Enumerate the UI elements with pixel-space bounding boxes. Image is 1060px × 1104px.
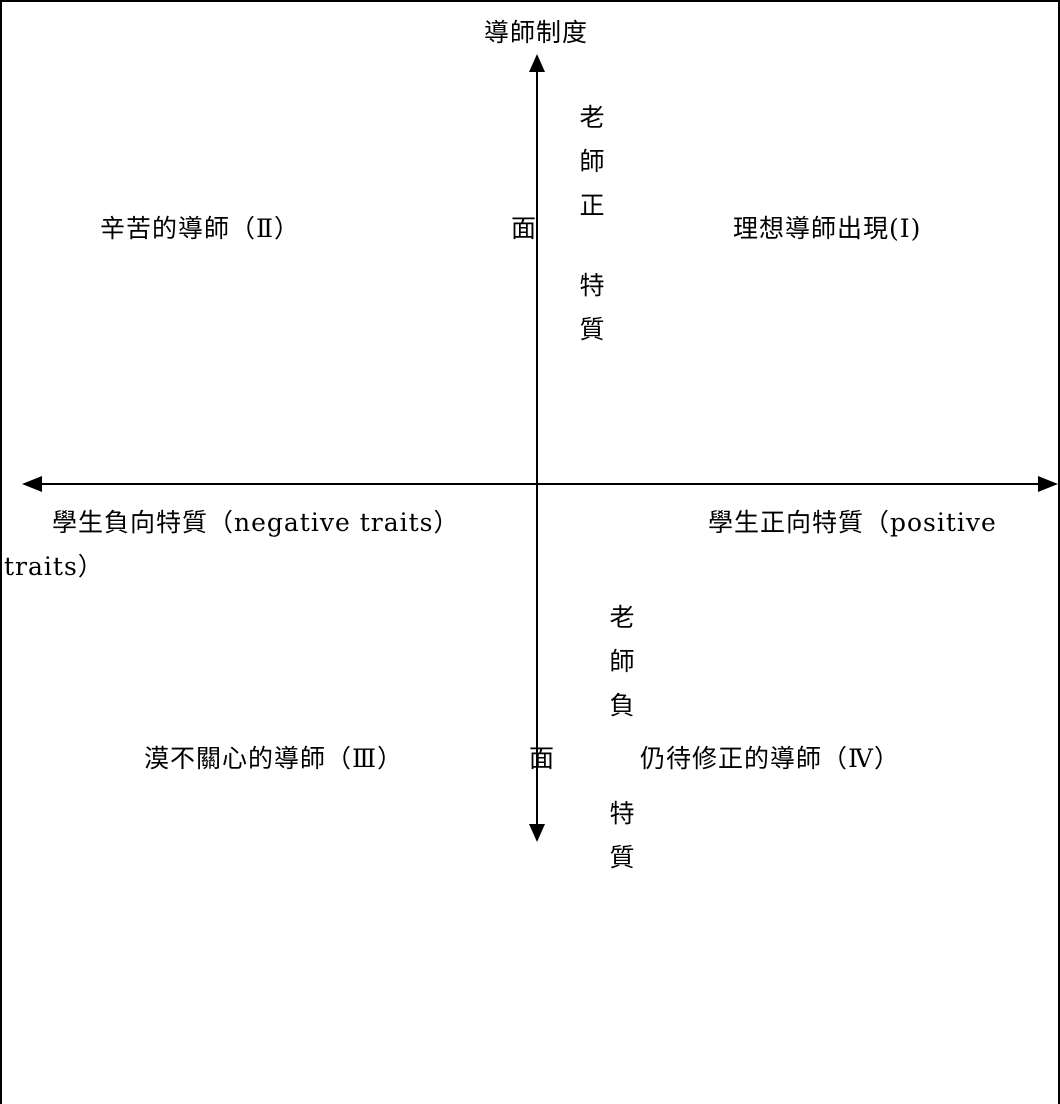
- upper-vertical-char-3: 正: [579, 191, 605, 220]
- upper-vertical-tail-char-2: 質: [579, 315, 605, 344]
- upper-vertical-tail: 特 質: [577, 264, 607, 352]
- vertical-axis-top-arrow: [529, 54, 545, 72]
- quadrant-1-label: 理想導師出現(Ⅰ): [733, 214, 922, 243]
- x-axis-right-label-line2: traits）: [4, 552, 104, 581]
- lower-vertical-mid-char: 面: [529, 744, 556, 773]
- vertical-axis-bottom-arrow: [529, 824, 545, 842]
- upper-vertical-char-1: 老: [579, 103, 605, 132]
- x-axis-right-label-line1: 學生正向特質（positive: [708, 508, 997, 537]
- lower-vertical-tail-char-1: 特: [609, 799, 635, 828]
- quadrant-4-label: 仍待修正的導師（Ⅳ）: [640, 744, 900, 773]
- lower-vertical-tail-char-2: 質: [609, 843, 635, 872]
- lower-vertical-tail: 特 質: [607, 792, 637, 880]
- horizontal-axis-right-arrow: [1038, 476, 1058, 492]
- upper-vertical-mid-char: 面: [511, 214, 538, 243]
- upper-vertical-tail-char-1: 特: [579, 271, 605, 300]
- quadrant-2-label: 辛苦的導師（Ⅱ）: [100, 214, 300, 243]
- x-axis-left-label: 學生負向特質（negative traits）: [52, 508, 460, 537]
- lower-vertical-label: 老 師 負: [607, 596, 637, 728]
- upper-vertical-char-2: 師: [579, 147, 605, 176]
- horizontal-axis-left-arrow: [22, 476, 42, 492]
- lower-vertical-char-2: 師: [609, 647, 635, 676]
- lower-vertical-char-1: 老: [609, 603, 635, 632]
- quadrant-3-label: 漠不關心的導師（Ⅲ）: [144, 744, 404, 773]
- upper-vertical-label: 老 師 正: [577, 96, 607, 228]
- lower-vertical-char-3: 負: [609, 691, 635, 720]
- y-axis-top-label: 導師制度: [484, 18, 589, 47]
